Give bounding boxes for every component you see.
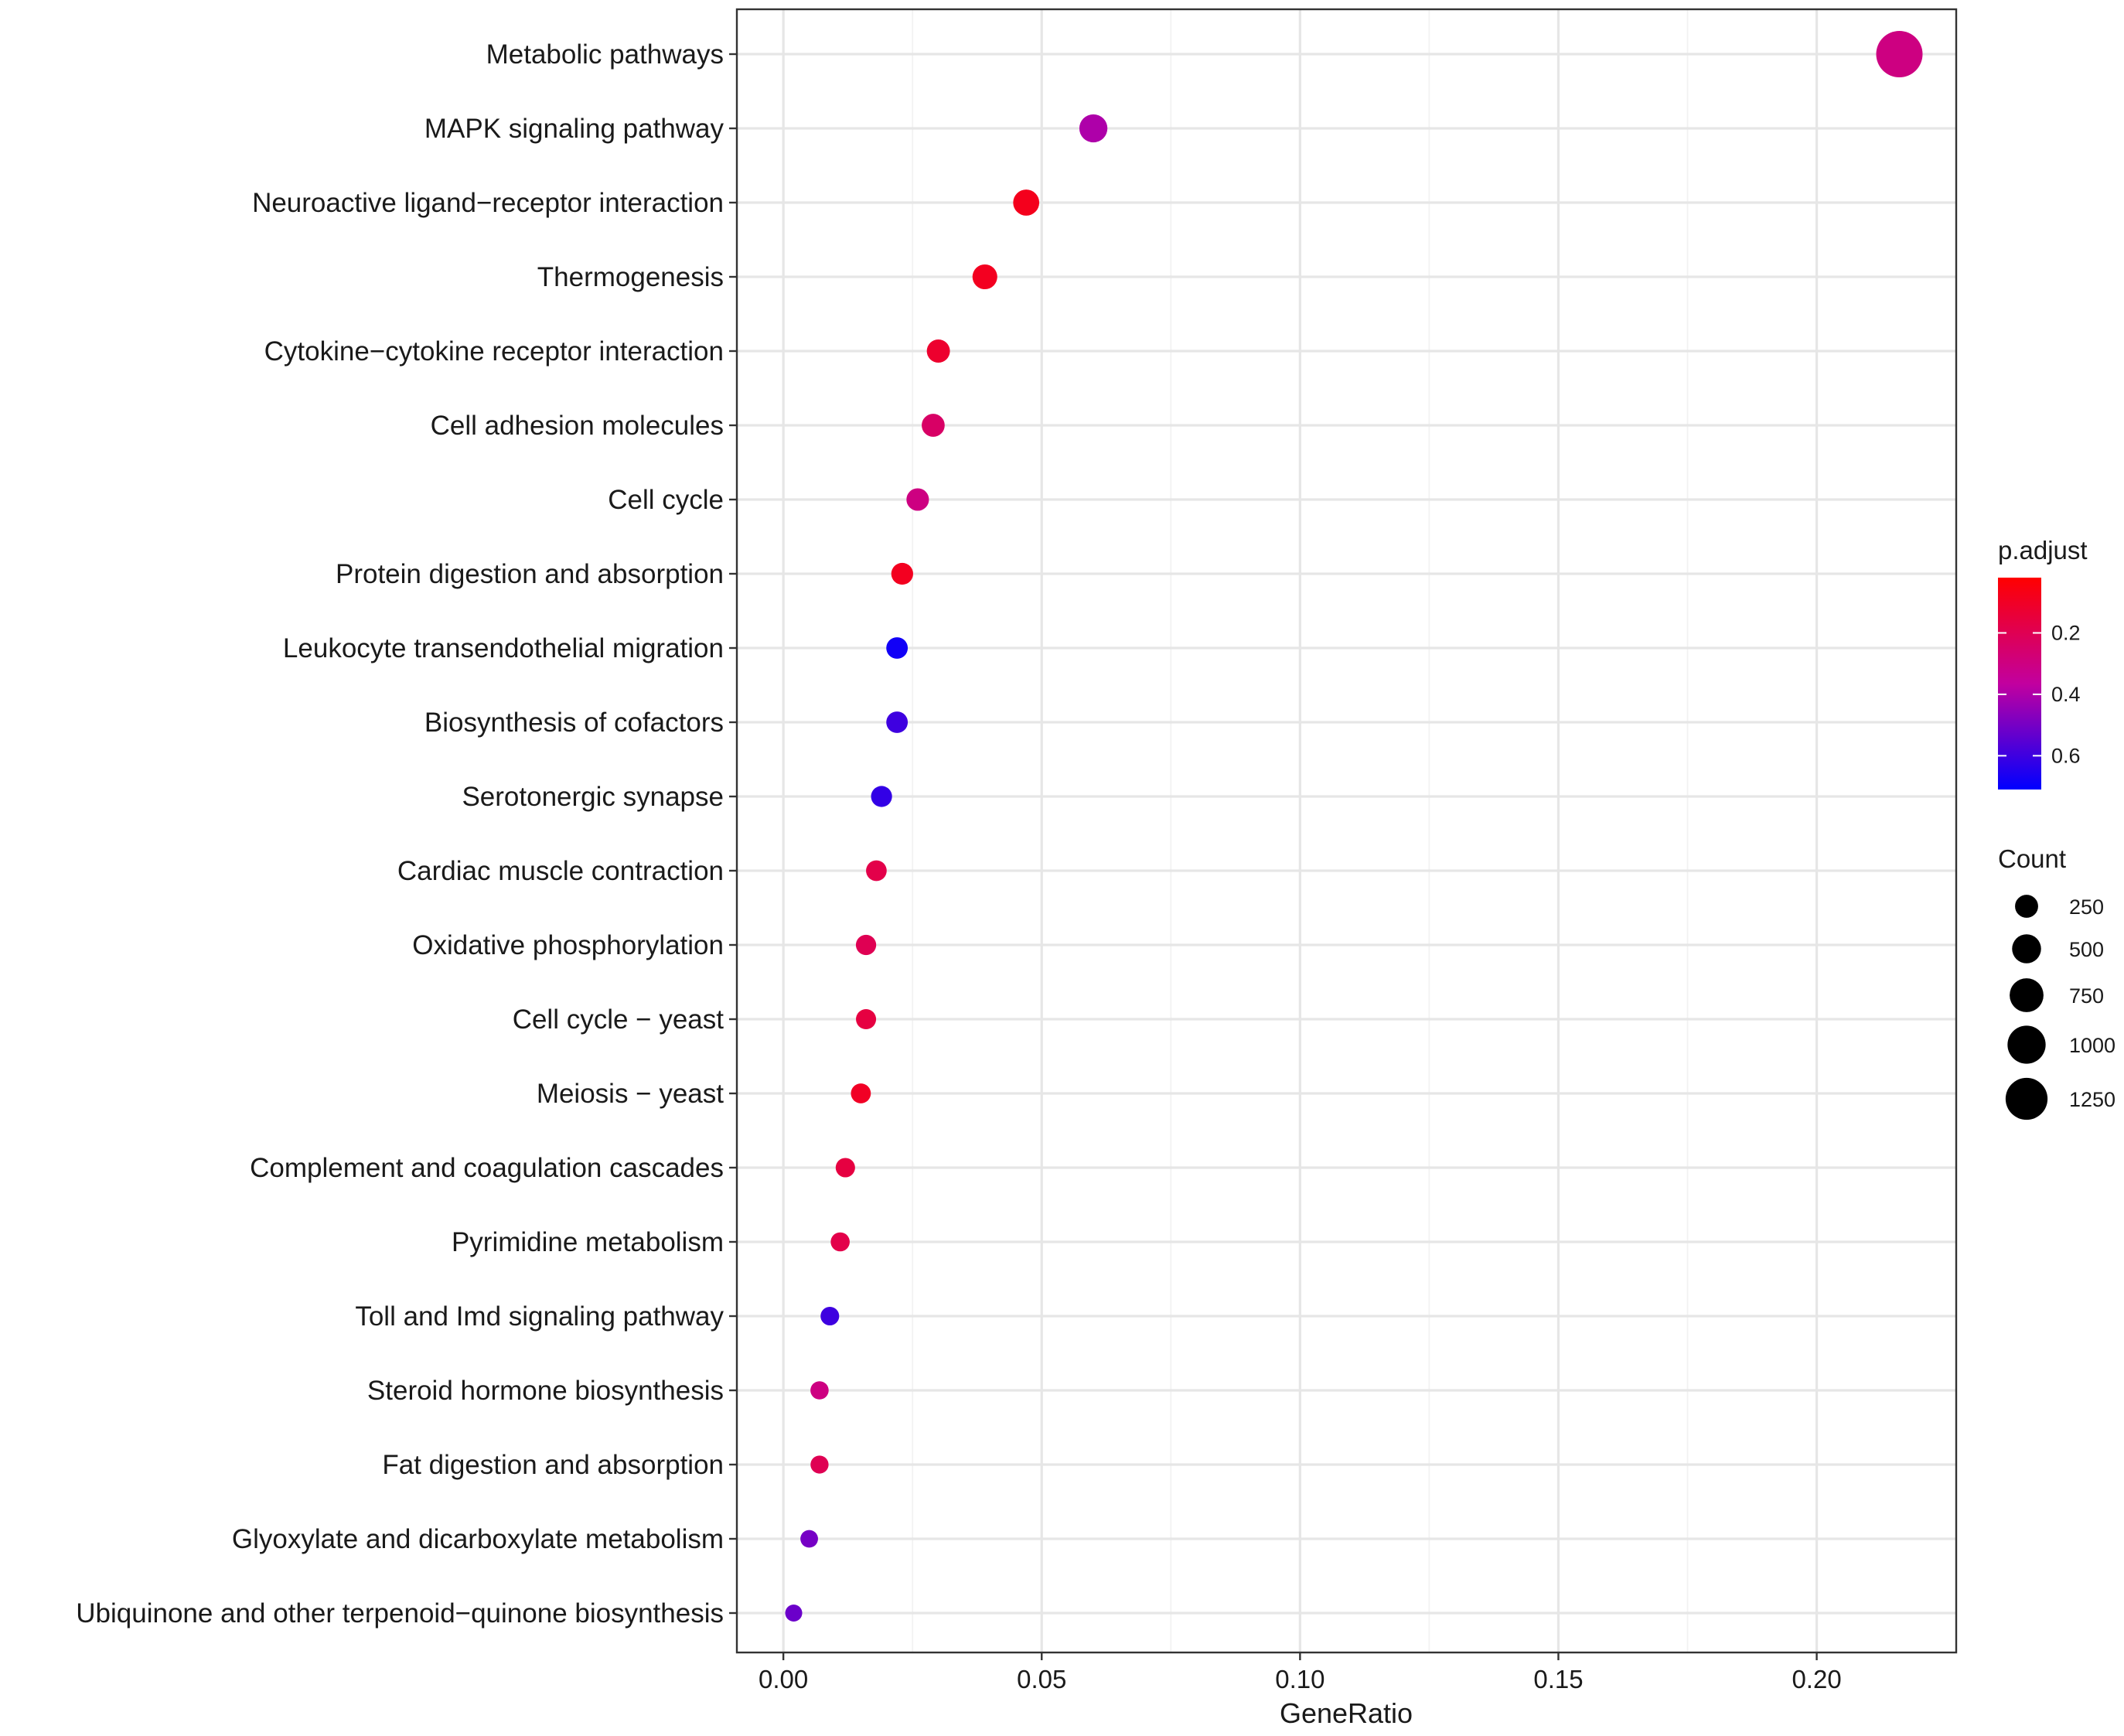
data-point [871, 786, 892, 807]
x-tick-label: 0.10 [1275, 1665, 1325, 1693]
y-tick-label: Oxidative phosphorylation [412, 930, 724, 960]
y-tick-label: Glyoxylate and dicarboxylate metabolism [232, 1524, 724, 1554]
size-legend-key [2007, 1025, 2046, 1064]
data-point [810, 1381, 829, 1400]
color-legend-ticks: 0.2 0.4 0.6 [1998, 621, 2081, 767]
y-tick-label: Toll and Imd signaling pathway [355, 1301, 724, 1332]
size-legend-key [2012, 934, 2041, 963]
data-point [972, 264, 997, 290]
size-legend-label: 1250 [2069, 1088, 2115, 1111]
y-tick-label: Serotonergic synapse [462, 782, 724, 812]
size-legend-label: 500 [2069, 938, 2104, 961]
data-point [1013, 189, 1040, 216]
data-point [856, 1008, 877, 1030]
x-tick-label: 0.20 [1792, 1665, 1841, 1693]
data-point [820, 1306, 840, 1326]
size-legend-key [2015, 895, 2038, 918]
data-point [800, 1530, 818, 1548]
y-tick-label: Steroid hormone biosynthesis [367, 1376, 724, 1406]
data-point [886, 637, 909, 659]
y-tick-label: Complement and coagulation cascades [250, 1153, 724, 1183]
y-tick-label: Cell cycle [608, 485, 724, 515]
data-point [922, 414, 945, 437]
x-tick-label: 0.15 [1533, 1665, 1583, 1693]
size-legend-title: Count [1998, 844, 2066, 873]
data-point [810, 1455, 829, 1474]
size-legend-label: 1000 [2069, 1034, 2115, 1057]
points [785, 31, 1923, 1622]
y-tick-label: Meiosis − yeast [537, 1079, 724, 1109]
color-legend-tick-label: 0.4 [2051, 683, 2081, 706]
data-point [906, 488, 929, 511]
y-tick-label: Pyrimidine metabolism [452, 1227, 724, 1257]
y-tick-label: Biosynthesis of cofactors [424, 708, 724, 738]
y-tick-label: Cardiac muscle contraction [397, 856, 724, 886]
y-tick-label: Thermogenesis [537, 262, 724, 292]
color-legend-tick-label: 0.2 [2051, 621, 2081, 644]
data-point [886, 711, 909, 733]
y-tick-label: Metabolic pathways [486, 39, 724, 70]
y-tick-label: Ubiquinone and other terpenoid−quinone b… [76, 1598, 724, 1629]
data-point [855, 934, 877, 956]
size-legend-key [2005, 1077, 2048, 1120]
data-point [891, 562, 913, 585]
y-tick-label: MAPK signaling pathway [424, 114, 724, 144]
y-tick-label: Cell adhesion molecules [431, 411, 724, 441]
x-tick-label: 0.00 [759, 1665, 808, 1693]
data-point [851, 1083, 871, 1103]
y-tick-label: Fat digestion and absorption [382, 1450, 724, 1480]
data-point [926, 339, 950, 363]
panel-border [735, 8, 1958, 1654]
data-point [785, 1605, 803, 1622]
color-legend-tick-label: 0.6 [2051, 744, 2081, 767]
data-point [866, 860, 887, 882]
color-legend: p.adjust 0.2 0.4 0.6 [1998, 536, 2088, 790]
y-tick-label: Leukocyte transendothelial migration [283, 633, 724, 663]
y-tick-label: Protein digestion and absorption [336, 559, 724, 589]
size-legend-label: 250 [2069, 895, 2104, 919]
size-legend: Count 250 500 750 1000 1250 [1998, 844, 2115, 1120]
color-legend-title: p.adjust [1998, 536, 2088, 564]
data-point [1079, 114, 1108, 143]
y-tick-label: Neuroactive ligand−receptor interaction [252, 188, 724, 218]
size-legend-key [2010, 978, 2044, 1012]
x-axis: 0.00 0.05 0.10 0.15 0.20 [759, 1652, 1842, 1693]
grid [737, 9, 1956, 1652]
color-legend-bar [1998, 578, 2041, 790]
x-tick-label: 0.05 [1017, 1665, 1066, 1693]
y-axis: Metabolic pathways MAPK signaling pathway… [76, 39, 737, 1629]
data-point [1876, 31, 1923, 77]
data-point [835, 1158, 855, 1178]
size-legend-label: 750 [2069, 984, 2104, 1008]
data-point [830, 1232, 850, 1252]
x-axis-title: GeneRatio [1280, 1697, 1413, 1729]
y-tick-label: Cell cycle − yeast [513, 1004, 724, 1035]
y-tick-label: Cytokine−cytokine receptor interaction [264, 336, 724, 367]
